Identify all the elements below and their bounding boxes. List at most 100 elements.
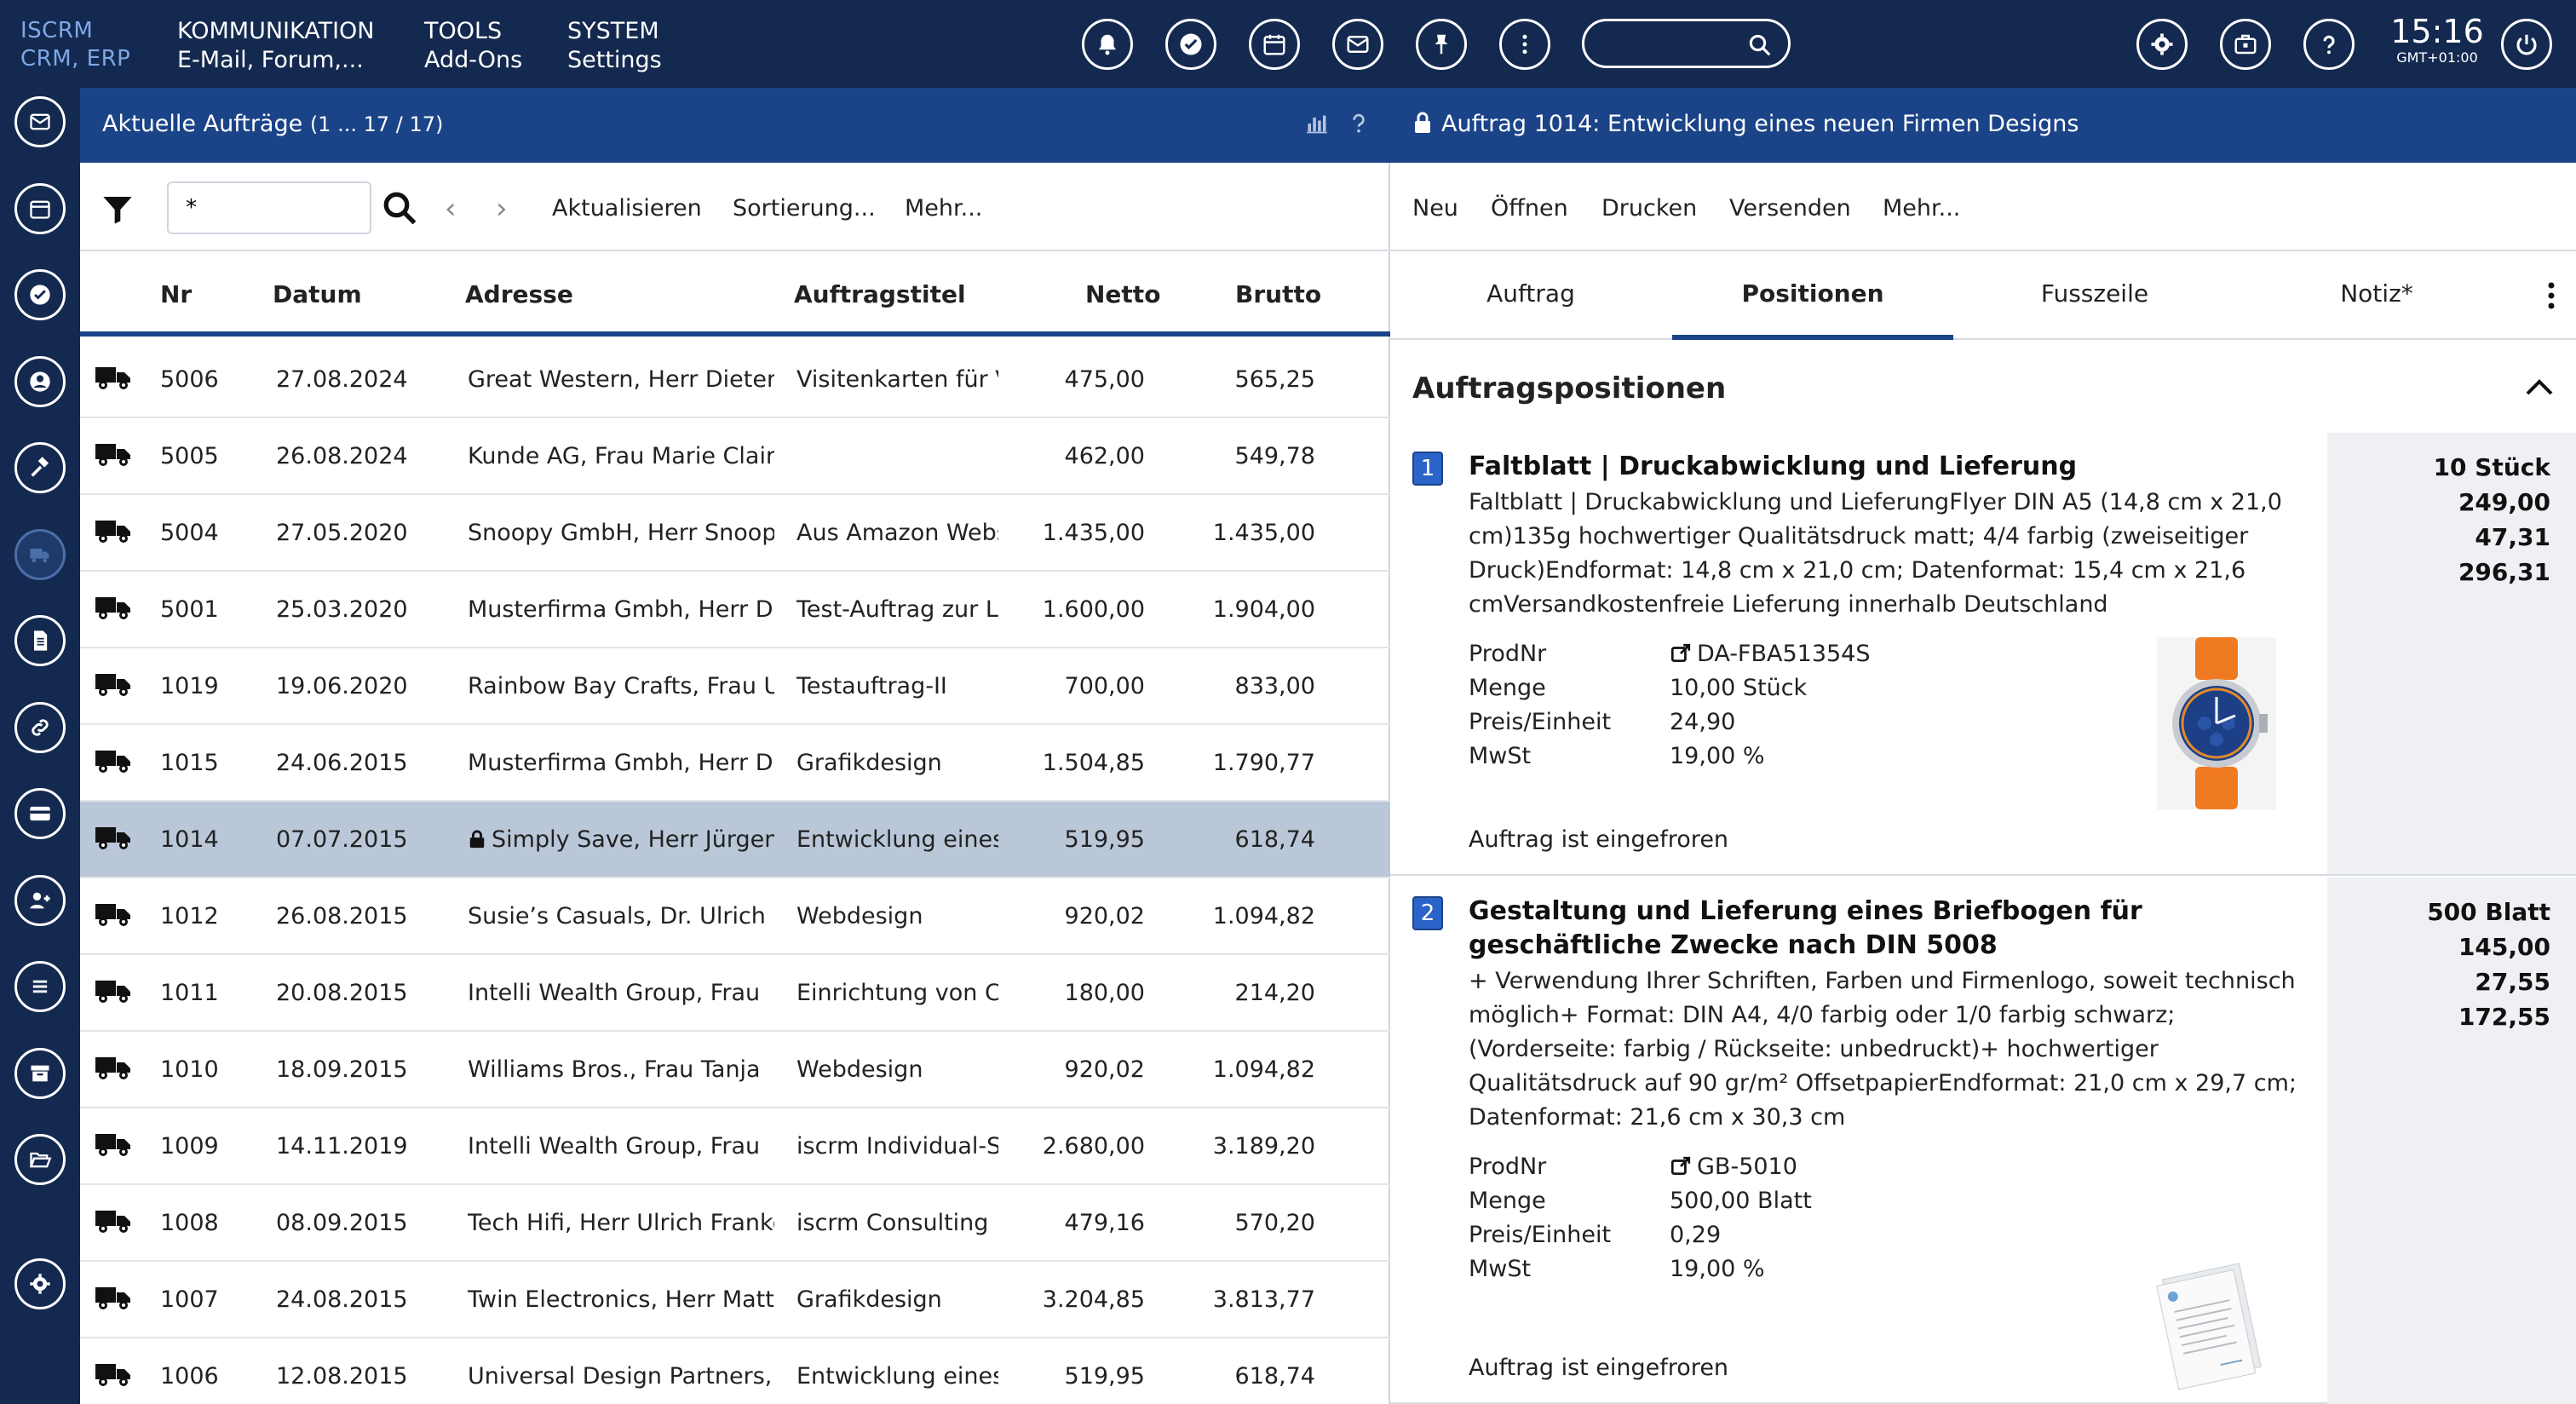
position-item[interactable]: 1 Faltblatt | Druckabwicklung und Liefer… [1390, 433, 2576, 876]
prodnr-value: GB-5010 [1697, 1154, 1797, 1180]
product-image-letterhead[interactable] [2140, 1252, 2276, 1392]
tab-notiz[interactable]: Notiz* [2340, 279, 2413, 308]
pin-button[interactable] [1416, 19, 1467, 70]
cell-auftragstitel: Visitenkarten für Vorstand [796, 366, 998, 393]
menu-system[interactable]: SYSTEM Settings [567, 18, 662, 73]
orders-table-header: Nr Datum Adresse Auftragstitel Netto Bru… [80, 251, 1390, 337]
table-row[interactable]: 5005 26.08.2024 Kunde AG, Frau Marie Clair… [80, 418, 1390, 495]
brand-logo[interactable]: ISCRM CRM, ERP [20, 18, 131, 72]
sidebar-item-orders[interactable] [14, 529, 66, 580]
gear-icon [2151, 33, 2173, 55]
orders-panel-title: Aktuelle Aufträge (1 ... 17 / 17) [102, 111, 444, 137]
col-datum[interactable]: Datum [273, 280, 362, 308]
chart-icon[interactable] [1305, 112, 1329, 135]
sidebar-item-archive[interactable] [14, 1048, 66, 1099]
product-image-watch[interactable] [2157, 637, 2276, 809]
truck-icon [95, 674, 130, 696]
external-link-icon[interactable] [1670, 1155, 1692, 1177]
table-row[interactable]: 1006 12.08.2015 Universal Design Partners,… [80, 1338, 1390, 1404]
cell-brutto: 833,00 [1234, 673, 1315, 699]
cell-nr: 5001 [160, 596, 219, 623]
open-button[interactable]: Öffnen [1491, 195, 1568, 222]
settings-button[interactable] [2136, 19, 2188, 70]
table-row[interactable]: 1015 24.06.2015 Musterfirma Gmbh, Herr Die… [80, 725, 1390, 802]
cell-adresse: Intelli Wealth Group, Frau [468, 1133, 761, 1159]
next-page-button[interactable]: › [496, 192, 508, 226]
check-circle-icon [30, 285, 50, 305]
sidebar-item-calendar[interactable] [14, 183, 66, 234]
cell-datum: 27.05.2020 [276, 520, 408, 546]
filter-icon[interactable] [101, 193, 135, 227]
global-search-input[interactable] [1601, 30, 1746, 59]
help-icon[interactable] [1348, 112, 1370, 135]
sidebar-item-mail[interactable] [14, 96, 66, 147]
sidebar-item-payments[interactable] [14, 788, 66, 839]
prev-page-button[interactable]: ‹ [445, 192, 457, 226]
notifications-button[interactable] [1082, 19, 1133, 70]
table-row[interactable]: 5004 27.05.2020 Snoopy GmbH, Herr Snoopy Au… [80, 495, 1390, 572]
cell-nr: 1010 [160, 1056, 219, 1083]
truck-icon [30, 549, 49, 563]
external-link-icon[interactable] [1670, 642, 1692, 665]
mail-button[interactable] [1332, 19, 1383, 70]
briefcase-button[interactable] [2220, 19, 2271, 70]
table-row[interactable]: 1019 19.06.2020 Rainbow Bay Crafts, Frau U… [80, 648, 1390, 725]
position-item[interactable]: 2 Gestaltung und Lieferung eines Briefbo… [1390, 878, 2576, 1404]
search-icon[interactable] [1747, 32, 1773, 58]
sidebar-item-links[interactable] [14, 702, 66, 753]
more-vertical-icon[interactable] [2547, 280, 2556, 311]
help-button[interactable] [2303, 19, 2355, 70]
pin-icon [1435, 34, 1448, 55]
refresh-button[interactable]: Aktualisieren [552, 195, 702, 222]
new-button[interactable]: Neu [1412, 195, 1458, 222]
more-menu-button[interactable]: Mehr... [905, 195, 983, 222]
sidebar-item-add-user[interactable] [14, 875, 66, 926]
order-detail-header: Auftrag 1014: Entwicklung eines neuen Fi… [1390, 88, 2576, 163]
print-button[interactable]: Drucken [1601, 195, 1698, 222]
calendar-icon [30, 200, 50, 219]
menu-kommunikation[interactable]: KOMMUNIKATION E-Mail, Forum,... [177, 18, 375, 73]
table-row[interactable]: 1008 08.09.2015 Tech Hifi, Herr Ulrich Fra… [80, 1185, 1390, 1262]
sidebar-item-documents[interactable] [14, 615, 66, 666]
table-row[interactable]: 5001 25.03.2020 Musterfirma Gmbh, Herr Die… [80, 572, 1390, 648]
sidebar-item-tasks[interactable] [14, 269, 66, 320]
col-auftragstitel[interactable]: Auftragstitel [794, 280, 966, 308]
table-row[interactable]: 1012 26.08.2015 Susie’s Casuals, Dr. Ulric… [80, 878, 1390, 955]
table-row[interactable]: 5006 27.08.2024 Great Western, Herr Dieter… [80, 342, 1390, 418]
sidebar-item-tools[interactable] [14, 442, 66, 493]
clock-timezone: GMT+01:00 [2396, 49, 2478, 66]
position-amounts-column [2327, 433, 2576, 874]
col-nr[interactable]: Nr [160, 280, 193, 308]
cell-datum: 25.03.2020 [276, 596, 408, 623]
tab-auftrag[interactable]: Auftrag [1486, 279, 1575, 308]
tasks-button[interactable] [1165, 19, 1216, 70]
more-button[interactable] [1499, 19, 1550, 70]
search-icon[interactable] [382, 190, 417, 226]
table-row[interactable]: 1007 24.08.2015 Twin Electronics, Herr Mat… [80, 1262, 1390, 1338]
chevron-up-icon[interactable] [2525, 377, 2554, 396]
table-row[interactable]: 1009 14.11.2019 Intelli Wealth Group, Frau… [80, 1108, 1390, 1185]
table-row[interactable]: 1014 07.07.2015 Simply Save, Herr Jürgen En… [80, 802, 1390, 878]
order-detail-title: Auftrag 1014: Entwicklung eines neuen Fi… [1441, 111, 2079, 137]
filter-input[interactable] [167, 181, 371, 234]
sidebar-item-files[interactable] [14, 1134, 66, 1185]
send-button[interactable]: Versenden [1729, 195, 1851, 222]
logout-button[interactable] [2501, 19, 2552, 70]
cell-auftragstitel: Einrichtung von CRM [796, 980, 998, 1006]
col-netto[interactable]: Netto [1085, 280, 1161, 308]
position-amounts-column [2327, 878, 2576, 1404]
sort-button[interactable]: Sortierung... [733, 195, 876, 222]
table-row[interactable]: 1010 18.09.2015 Williams Bros., Frau Tanja… [80, 1032, 1390, 1108]
col-brutto[interactable]: Brutto [1235, 280, 1322, 308]
col-adresse[interactable]: Adresse [465, 280, 573, 308]
calendar-button[interactable] [1249, 19, 1300, 70]
sidebar-item-settings[interactable] [14, 1258, 66, 1309]
sidebar-item-contacts[interactable] [14, 356, 66, 407]
tab-fusszeile[interactable]: Fusszeile [2040, 279, 2149, 308]
global-search[interactable] [1582, 19, 1791, 68]
table-row[interactable]: 1011 20.08.2015 Intelli Wealth Group, Frau… [80, 955, 1390, 1032]
sidebar-item-list[interactable] [14, 961, 66, 1012]
detail-more-button[interactable]: Mehr... [1883, 195, 1961, 222]
menu-tools[interactable]: TOOLS Add-Ons [424, 18, 523, 73]
tab-positionen[interactable]: Positionen [1672, 251, 1953, 340]
